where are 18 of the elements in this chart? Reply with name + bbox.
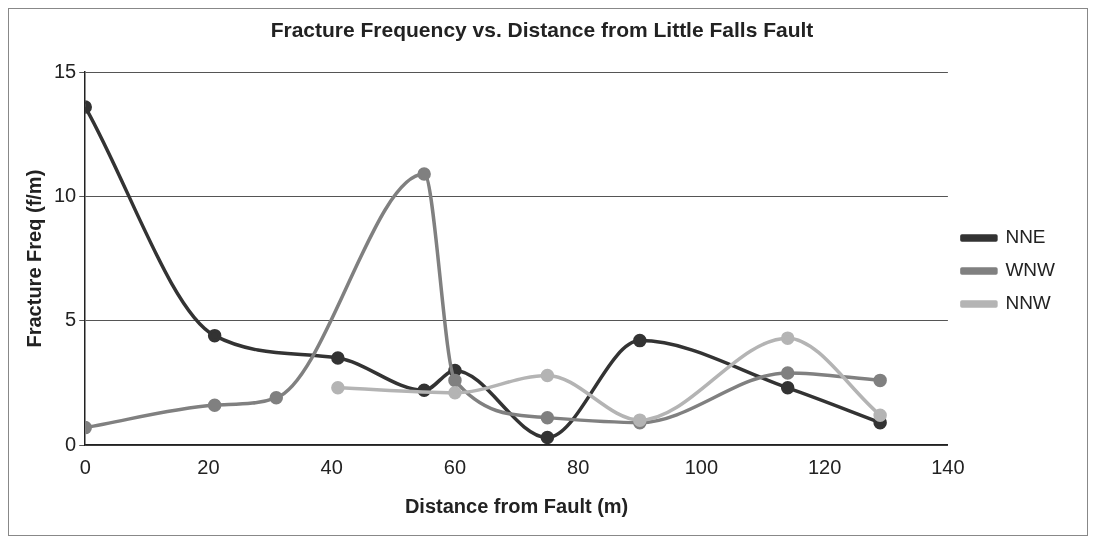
x-tick-label: 40 (320, 455, 343, 478)
x-tick-label: 80 (567, 455, 590, 478)
x-tick-label: 0 (79, 455, 91, 478)
legend-label: NNE (1005, 226, 1046, 248)
y-tick-label: 0 (65, 432, 77, 455)
y-tick-label: 10 (54, 183, 77, 206)
x-tick-label: 100 (684, 455, 719, 478)
chart-title: Fracture Frequency vs. Distance from Little Falls Fault (270, 18, 814, 42)
x-axis-title: Distance from Fault (m) (404, 494, 629, 517)
y-axis-title: Fracture Freq (f/m) (22, 169, 45, 348)
y-tick-label: 5 (65, 308, 77, 331)
y-tick-label: 15 (54, 59, 77, 82)
legend-label: NNW (1005, 292, 1051, 314)
x-tick-label: 140 (931, 455, 965, 478)
x-tick-label: 20 (197, 455, 220, 478)
x-tick-label: 120 (807, 455, 842, 478)
legend-label: WNW (1005, 259, 1056, 281)
x-tick-label: 60 (443, 455, 467, 478)
